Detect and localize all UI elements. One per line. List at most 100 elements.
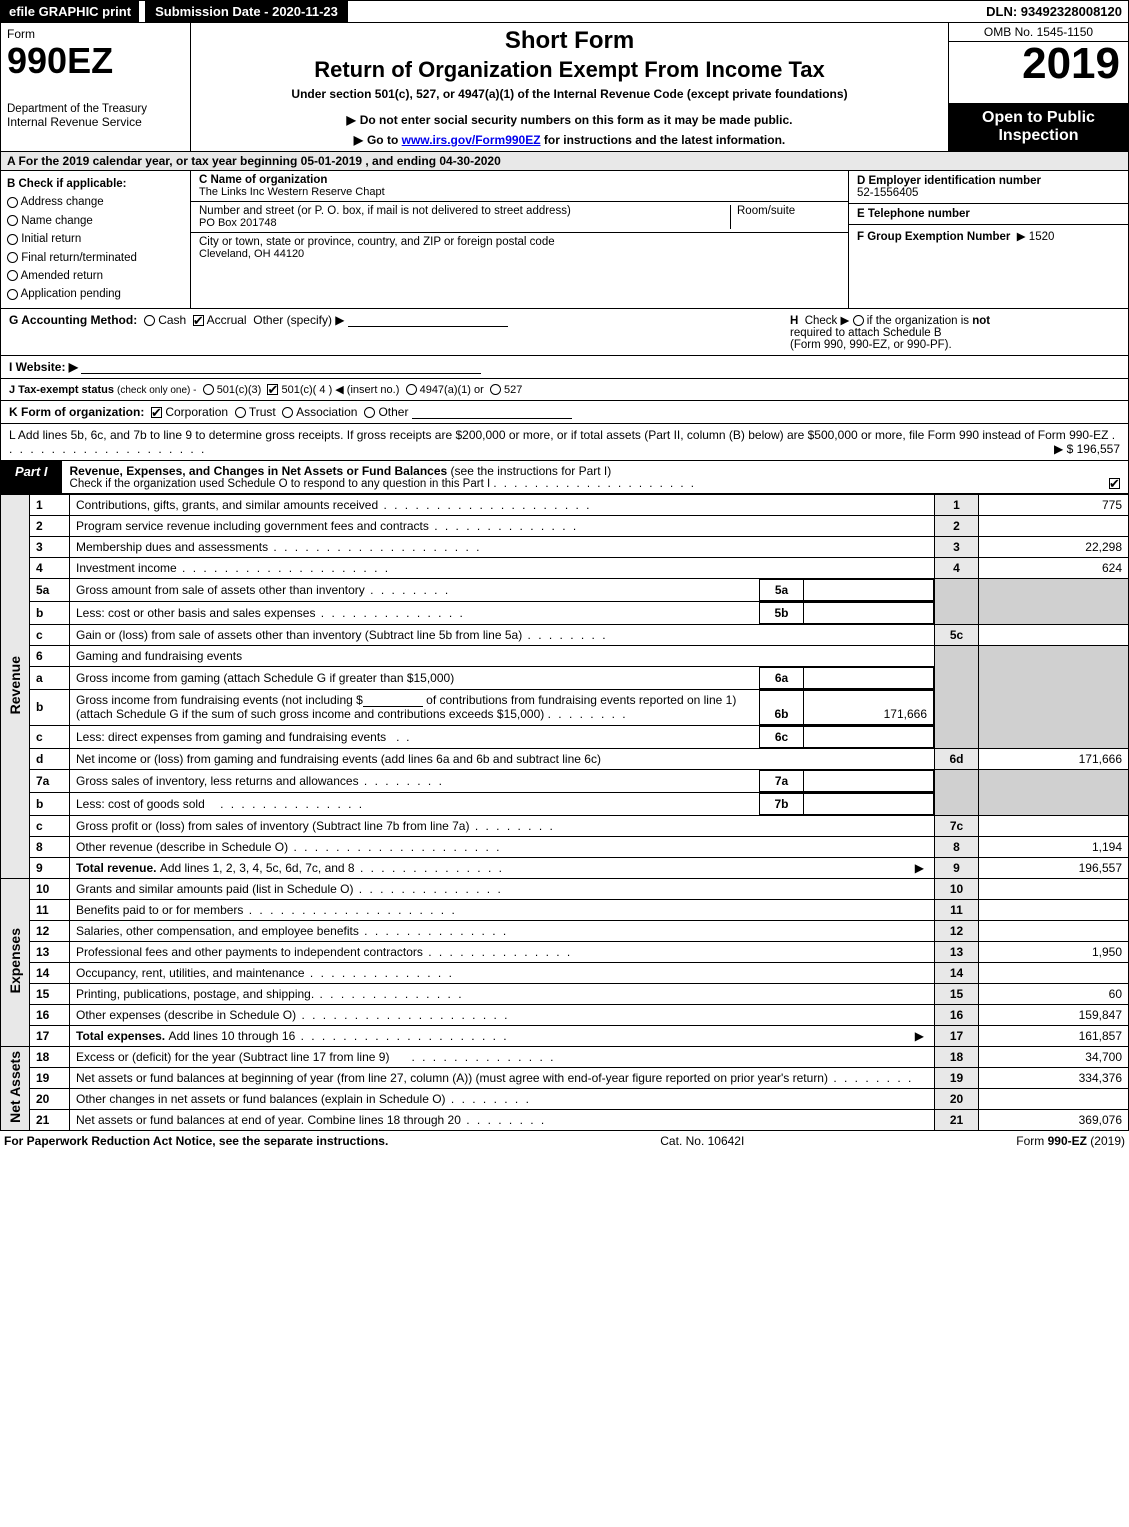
line-7c-amount — [979, 815, 1129, 836]
line-5b-desc-wrap: Less: cost or other basis and sales expe… — [70, 601, 935, 624]
line-7a-subamt — [804, 770, 934, 791]
submission-date-button[interactable]: Submission Date - 2020-11-23 — [145, 1, 348, 22]
chk-final-return[interactable]: Final return/terminated — [7, 249, 184, 267]
line-1-no: 1 — [935, 494, 979, 515]
chk-application-pending[interactable]: Application pending — [7, 285, 184, 303]
row-j-sub: (check only one) - — [117, 385, 196, 396]
top-bar: efile GRAPHIC print Submission Date - 20… — [0, 0, 1129, 23]
section-d: D Employer identification number 52-1556… — [849, 171, 1128, 204]
line-18-no: 18 — [935, 1046, 979, 1067]
chk-corporation[interactable] — [151, 407, 162, 418]
tax-year: 2019 — [949, 42, 1128, 86]
dept-irs: Internal Revenue Service — [7, 115, 184, 129]
chk-address-change[interactable]: Address change — [7, 193, 184, 211]
line-5c-no: 5c — [935, 624, 979, 645]
line-11-num: 11 — [30, 899, 70, 920]
line-13: 13 Professional fees and other payments … — [1, 941, 1129, 962]
opt-other-org: Other — [378, 405, 408, 419]
line-15-num: 15 — [30, 983, 70, 1004]
line-20-num: 20 — [30, 1088, 70, 1109]
chk-accrual[interactable] — [193, 315, 204, 326]
part-1-title-sub: (see the instructions for Part I) — [451, 464, 612, 478]
line-13-no: 13 — [935, 941, 979, 962]
org-name-row: C Name of organization The Links Inc Wes… — [191, 171, 848, 202]
line-2: 2 Program service revenue including gove… — [1, 515, 1129, 536]
page-footer: For Paperwork Reduction Act Notice, see … — [0, 1131, 1129, 1151]
chk-trust[interactable] — [235, 407, 246, 418]
line-20-desc: Other changes in net assets or fund bala… — [70, 1088, 935, 1109]
line-7c: c Gross profit or (loss) from sales of i… — [1, 815, 1129, 836]
line-4-amount: 624 — [979, 557, 1129, 578]
line-6d-amount: 171,666 — [979, 748, 1129, 769]
line-6: 6 Gaming and fundraising events — [1, 645, 1129, 666]
opt-4947: 4947(a)(1) or — [420, 384, 484, 396]
chk-501c[interactable] — [267, 384, 278, 395]
efile-print-button[interactable]: efile GRAPHIC print — [1, 1, 139, 22]
chk-501c3[interactable] — [203, 384, 214, 395]
line-11-desc: Benefits paid to or for members — [70, 899, 935, 920]
section-e: E Telephone number — [849, 204, 1128, 225]
other-org-input[interactable] — [412, 405, 572, 419]
line-6c-desc-wrap: Less: direct expenses from gaming and fu… — [70, 725, 935, 748]
line-7a-desc: Gross sales of inventory, less returns a… — [76, 774, 444, 788]
line-2-amount — [979, 515, 1129, 536]
part-1-label: Part I — [1, 461, 62, 493]
chk-association[interactable] — [282, 407, 293, 418]
line-4-no: 4 — [935, 557, 979, 578]
chk-schedule-o-used[interactable] — [1109, 478, 1120, 489]
line-9-desc: Total revenue. Add lines 1, 2, 3, 4, 5c,… — [70, 857, 935, 878]
expenses-side-label: Expenses — [1, 878, 30, 1046]
row-l: L Add lines 5b, 6c, and 7b to line 9 to … — [0, 424, 1129, 461]
chk-initial-return-label: Initial return — [21, 233, 81, 245]
row-h-label: H — [790, 315, 798, 327]
line-15-desc: Printing, publications, postage, and shi… — [70, 983, 935, 1004]
line-6a-subamt — [804, 667, 934, 688]
line-7b-num: b — [30, 792, 70, 815]
row-l-amount: ▶ $ 196,557 — [1054, 442, 1120, 456]
header-left: Form 990EZ Department of the Treasury In… — [1, 23, 191, 151]
line-5ab-shade — [935, 578, 979, 624]
city-label: City or town, state or province, country… — [199, 236, 555, 248]
part-1-table: Revenue 1 Contributions, gifts, grants, … — [0, 494, 1129, 1131]
line-6d-desc: Net income or (loss) from gaming and fun… — [70, 748, 935, 769]
chk-name-change[interactable]: Name change — [7, 212, 184, 230]
footer-left: For Paperwork Reduction Act Notice, see … — [4, 1134, 388, 1148]
chk-cash[interactable] — [144, 315, 155, 326]
open-to-public: Open to Public Inspection — [949, 103, 1128, 151]
line-2-desc: Program service revenue including govern… — [70, 515, 935, 536]
chk-amended-return[interactable]: Amended return — [7, 267, 184, 285]
chk-527[interactable] — [490, 384, 501, 395]
chk-schedule-b-not-required[interactable] — [853, 315, 864, 326]
arrow-icon: ▶ — [354, 133, 363, 147]
line-21: 21 Net assets or fund balances at end of… — [1, 1109, 1129, 1130]
line-18: Net Assets 18 Excess or (deficit) for th… — [1, 1046, 1129, 1067]
goto-prefix: Go to — [367, 133, 402, 147]
line-17-num: 17 — [30, 1025, 70, 1046]
instructions-link[interactable]: www.irs.gov/Form990EZ — [402, 133, 541, 147]
line-19-no: 19 — [935, 1067, 979, 1088]
website-input[interactable] — [81, 360, 481, 374]
line-1-amount: 775 — [979, 494, 1129, 515]
chk-initial-return[interactable]: Initial return — [7, 230, 184, 248]
phone-label: E Telephone number — [857, 208, 970, 220]
line-6b-blank[interactable] — [363, 693, 423, 707]
other-input[interactable] — [348, 313, 508, 327]
chk-other-org[interactable] — [364, 407, 375, 418]
opt-501c3: 501(c)(3) — [217, 384, 262, 396]
return-title: Return of Organization Exempt From Incom… — [199, 57, 940, 83]
header-mid: Short Form Return of Organization Exempt… — [191, 23, 948, 151]
line-5a: 5a Gross amount from sale of assets othe… — [1, 578, 1129, 601]
chk-4947[interactable] — [406, 384, 417, 395]
line-5ab-shade-amt — [979, 578, 1129, 624]
line-11-amount — [979, 899, 1129, 920]
section-b: B Check if applicable: Address change Na… — [1, 171, 191, 308]
line-13-num: 13 — [30, 941, 70, 962]
line-12-no: 12 — [935, 920, 979, 941]
line-19-num: 19 — [30, 1067, 70, 1088]
ein-value: 52-1556405 — [857, 187, 918, 199]
line-7b-subno: 7b — [760, 793, 804, 814]
chk-address-change-label: Address change — [21, 196, 104, 208]
chk-amended-return-label: Amended return — [21, 270, 103, 282]
line-7a: 7a Gross sales of inventory, less return… — [1, 769, 1129, 792]
line-1: Revenue 1 Contributions, gifts, grants, … — [1, 494, 1129, 515]
